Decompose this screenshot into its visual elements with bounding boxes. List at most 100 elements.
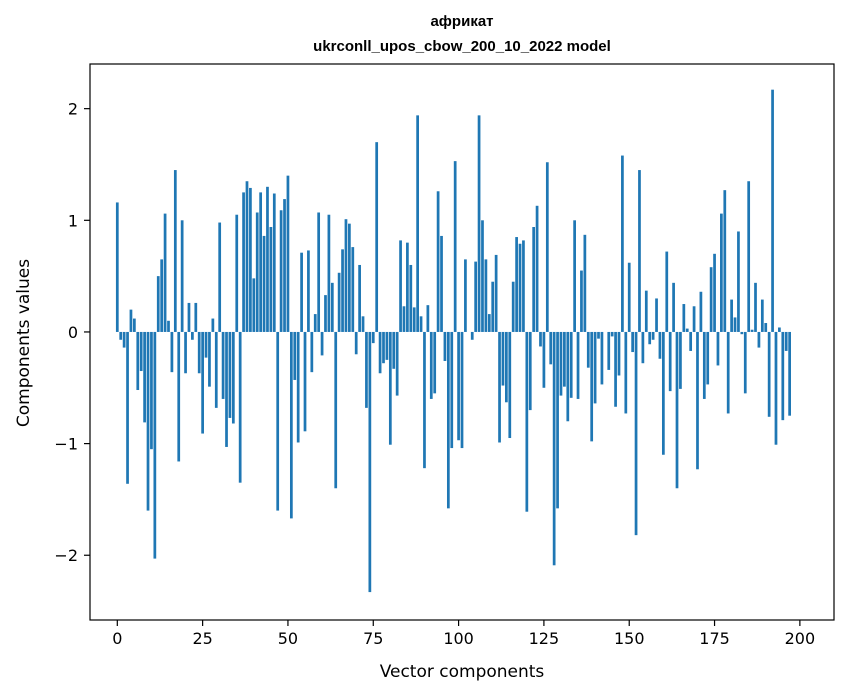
bar <box>252 278 256 332</box>
bar <box>788 331 791 416</box>
bar <box>634 331 638 536</box>
bar <box>218 222 222 332</box>
bar <box>665 251 669 332</box>
bar <box>713 253 716 332</box>
bar <box>549 331 553 365</box>
bar <box>757 331 761 348</box>
bar <box>559 331 563 396</box>
x-tick-label: 50 <box>278 629 298 648</box>
bar <box>675 331 679 489</box>
bar <box>235 214 239 332</box>
bar <box>743 331 747 394</box>
bar <box>320 331 324 356</box>
bar <box>733 317 737 332</box>
bar <box>617 331 621 376</box>
bar <box>296 331 300 443</box>
x-tick-label: 25 <box>192 629 212 648</box>
bar <box>173 170 177 332</box>
bar <box>279 210 283 332</box>
bar <box>522 240 525 332</box>
bar <box>453 161 457 332</box>
bar <box>122 331 126 348</box>
bar <box>382 331 385 364</box>
bar <box>685 328 689 332</box>
bar <box>385 331 389 360</box>
bar <box>627 262 631 332</box>
bar <box>143 331 146 423</box>
bar <box>586 331 590 368</box>
bar <box>784 331 788 351</box>
bar <box>754 282 757 332</box>
bar <box>388 331 392 445</box>
bar <box>692 306 696 332</box>
bar <box>221 331 225 399</box>
bar <box>737 231 740 332</box>
bar <box>365 331 368 408</box>
bar <box>419 316 423 332</box>
bar <box>406 242 409 332</box>
bar <box>689 331 693 351</box>
bar <box>208 331 211 387</box>
x-axis-label: Vector components <box>380 662 545 682</box>
x-tick-label: 175 <box>699 629 730 648</box>
bar <box>204 331 208 358</box>
bar <box>484 259 488 332</box>
bar <box>644 290 648 332</box>
bar <box>211 318 215 332</box>
bar <box>272 193 276 332</box>
bar <box>621 155 624 332</box>
bar <box>115 202 119 332</box>
bar <box>191 331 194 340</box>
y-axis-label: Components values <box>14 259 34 427</box>
bar <box>156 276 160 332</box>
bar <box>470 331 474 340</box>
bar <box>655 298 658 332</box>
bar <box>563 331 566 387</box>
bar <box>293 331 297 380</box>
bar <box>614 331 617 407</box>
bar <box>348 223 351 332</box>
bar <box>303 331 307 432</box>
bar <box>511 281 515 332</box>
bar <box>324 295 327 332</box>
bar <box>460 331 464 449</box>
bar <box>344 219 348 332</box>
x-tick-label: 125 <box>529 629 560 648</box>
bar <box>515 237 518 332</box>
bar <box>593 331 597 404</box>
bar <box>368 331 372 593</box>
bar <box>119 331 123 340</box>
bar <box>238 331 242 483</box>
bar <box>651 331 655 340</box>
bar <box>150 331 153 450</box>
bar <box>518 243 522 332</box>
bar <box>709 267 713 332</box>
bar <box>532 227 536 332</box>
bar <box>180 220 184 332</box>
bar <box>440 235 443 332</box>
bar <box>194 302 198 332</box>
bar <box>160 259 164 332</box>
bar <box>781 331 785 421</box>
bar <box>661 331 665 455</box>
x-tick-label: 150 <box>614 629 645 648</box>
bar <box>764 323 768 332</box>
x-tick-label: 0 <box>112 629 122 648</box>
bar <box>327 214 331 332</box>
bar <box>276 331 280 511</box>
bar <box>539 331 542 347</box>
bar <box>358 264 361 332</box>
bar <box>399 240 402 332</box>
bar <box>569 331 573 398</box>
bar <box>583 234 587 332</box>
bar <box>412 307 416 332</box>
bar <box>201 331 204 434</box>
bar <box>286 175 290 332</box>
bar <box>501 331 505 386</box>
x-axis-ticks: 0 25 50 75 100 125 150 175 200 <box>112 620 815 648</box>
bar <box>702 331 706 399</box>
bar <box>631 331 635 353</box>
bar <box>307 250 310 332</box>
bar <box>361 316 365 332</box>
bar <box>378 331 382 374</box>
